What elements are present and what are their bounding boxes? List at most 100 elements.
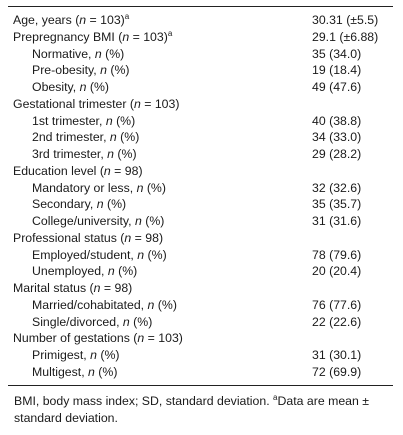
- row-label: Normative, n (%): [8, 46, 124, 63]
- row-label-text: Professional status (: [13, 230, 125, 245]
- row-label-italic-n: n: [93, 281, 101, 295]
- row-label-text: Employed/student,: [32, 247, 138, 262]
- row-label: Unemployed, n (%): [8, 263, 137, 280]
- row-label-suffix: (%): [106, 63, 130, 78]
- row-label-suffix: (%): [112, 113, 136, 128]
- row-label-suffix: = 98): [110, 163, 143, 178]
- table-footnote: BMI, body mass index; SD, standard devia…: [8, 386, 393, 427]
- row-label-suffix: (%): [141, 214, 165, 228]
- row-value: 22 (22.6): [312, 314, 362, 329]
- row-label-italic-n: n: [103, 163, 111, 178]
- row-value: 76 (77.6): [312, 297, 362, 312]
- row-label-italic-n: n: [137, 247, 145, 262]
- row-label-suffix: (%): [86, 80, 109, 94]
- footnote-text-after: Data are mean ± standard deviation.: [14, 393, 370, 425]
- row-label-suffix: (%): [144, 247, 167, 262]
- row-label: Gestational trimester (n = 103): [8, 96, 179, 113]
- row-label-text: 3rd trimester,: [32, 147, 108, 161]
- row-label-italic-n: n: [137, 331, 145, 346]
- row-value: 35 (35.7): [312, 197, 362, 212]
- table-category-row: Professional status (n = 98): [8, 230, 393, 247]
- row-label: Mandatory or less, n (%): [8, 180, 166, 197]
- row-label: 3rd trimester, n (%): [8, 146, 137, 163]
- row-label-text: Gestational trimester (: [13, 96, 134, 111]
- table-category-row: Marital status (n = 98): [8, 280, 393, 297]
- row-label-text: Married/cohabitated,: [32, 297, 148, 312]
- row-label-suffix: (%): [143, 180, 166, 195]
- row-value: 49 (47.6): [312, 80, 362, 94]
- row-value: 30.31 (±5.5): [312, 13, 379, 27]
- table-subrow: Single/divorced, n (%) 22 (22.6): [8, 314, 393, 331]
- row-label-text: College/university,: [32, 214, 135, 228]
- characteristics-table: Age, years (n = 103)a 30.31 (±5.5) Prepreg…: [8, 7, 393, 385]
- table-subrow: Pre-obesity, n (%) 19 (18.4): [8, 62, 393, 79]
- row-label-italic-n: n: [105, 113, 113, 128]
- row-label-text: Mandatory or less,: [32, 180, 137, 195]
- table-subrow: College/university, n (%) 31 (31.6): [8, 213, 393, 230]
- row-value: 32 (32.6): [312, 180, 362, 195]
- row-label-italic-n: n: [79, 80, 87, 94]
- table-category-row: Prepregnancy BMI (n = 103)a 29.1 (±6.88): [8, 29, 393, 46]
- table-subrow: Married/cohabitated, n (%) 76 (77.6): [8, 297, 393, 314]
- row-label-text: Number of gestations (: [13, 331, 138, 346]
- row-label: Obesity, n (%): [8, 79, 109, 96]
- table-subrow: Primigest, n (%) 31 (30.1): [8, 347, 393, 364]
- row-value: 35 (34.0): [312, 46, 362, 61]
- row-value: 40 (38.8): [312, 113, 362, 128]
- row-label: Marital status (n = 98): [8, 280, 132, 297]
- row-label: Primigest, n (%): [8, 347, 119, 364]
- row-label-text: Prepregnancy BMI (: [13, 29, 123, 44]
- row-value: 31 (31.6): [312, 214, 362, 228]
- row-label-italic-n: n: [107, 264, 115, 279]
- row-value: 29.1 (±6.88): [312, 29, 379, 44]
- row-label-italic-n: n: [109, 130, 117, 145]
- row-label: Employed/student, n (%): [8, 247, 167, 264]
- row-label-italic-n: n: [90, 348, 97, 362]
- row-label-italic-n: n: [124, 230, 132, 245]
- table-subrow: Multigest, n (%) 72 (69.9): [8, 364, 393, 381]
- row-label-italic-n: n: [133, 96, 141, 111]
- table-subrow: 3rd trimester, n (%) 29 (28.2): [8, 146, 393, 163]
- table-subrow: 2nd trimester, n (%) 34 (33.0): [8, 129, 393, 146]
- row-label-suffix: = 103): [129, 29, 168, 44]
- table-category-row: Gestational trimester (n = 103): [8, 96, 393, 113]
- table-category-row: Age, years (n = 103)a 30.31 (±5.5): [8, 12, 393, 29]
- row-label-italic-n: n: [100, 63, 107, 78]
- footnote-superscript: a: [273, 392, 278, 402]
- row-label-superscript: a: [124, 12, 130, 21]
- row-label-suffix: (%): [114, 147, 137, 161]
- row-label-suffix: (%): [116, 130, 140, 145]
- row-label-text: Pre-obesity,: [32, 63, 101, 78]
- row-label-suffix: (%): [114, 264, 138, 279]
- row-label-suffix: = 103): [140, 96, 180, 111]
- row-label-text: 2nd trimester,: [32, 130, 110, 145]
- row-label-text: Age, years (: [13, 13, 80, 27]
- row-label-suffix: (%): [154, 297, 177, 312]
- row-label: 2nd trimester, n (%): [8, 129, 139, 146]
- row-label-suffix: (%): [103, 197, 127, 212]
- row-label: Single/divorced, n (%): [8, 314, 152, 331]
- row-label-text: Unemployed,: [32, 264, 108, 279]
- row-label-italic-n: n: [94, 46, 102, 61]
- characteristics-table-document: Age, years (n = 103)a 30.31 (±5.5) Prepreg…: [8, 0, 393, 427]
- table-category-row: Number of gestations (n = 103): [8, 330, 393, 347]
- row-label-text: Primigest,: [32, 348, 91, 362]
- row-value: 29 (28.2): [312, 147, 362, 161]
- row-label: 1st trimester, n (%): [8, 113, 135, 130]
- table-subrow: Mandatory or less, n (%) 32 (32.6): [8, 180, 393, 197]
- row-label-suffix: (%): [94, 364, 118, 379]
- row-label: Married/cohabitated, n (%): [8, 297, 177, 314]
- row-label-text: Education level (: [13, 163, 104, 178]
- row-label: Prepregnancy BMI (n = 103)a: [8, 29, 172, 46]
- row-label-suffix: (%): [101, 46, 125, 61]
- row-label-text: Secondary,: [32, 197, 97, 212]
- row-label-text: Normative,: [32, 46, 95, 61]
- row-label-italic-n: n: [147, 297, 155, 312]
- row-value: 72 (69.9): [312, 364, 362, 379]
- table-top-rule: [8, 6, 393, 7]
- row-label-text: Single/divorced,: [32, 314, 123, 329]
- row-value: 78 (79.6): [312, 247, 362, 262]
- row-label-suffix: = 103): [86, 13, 125, 27]
- row-label: Professional status (n = 98): [8, 230, 163, 247]
- row-label-italic-n: n: [107, 147, 115, 161]
